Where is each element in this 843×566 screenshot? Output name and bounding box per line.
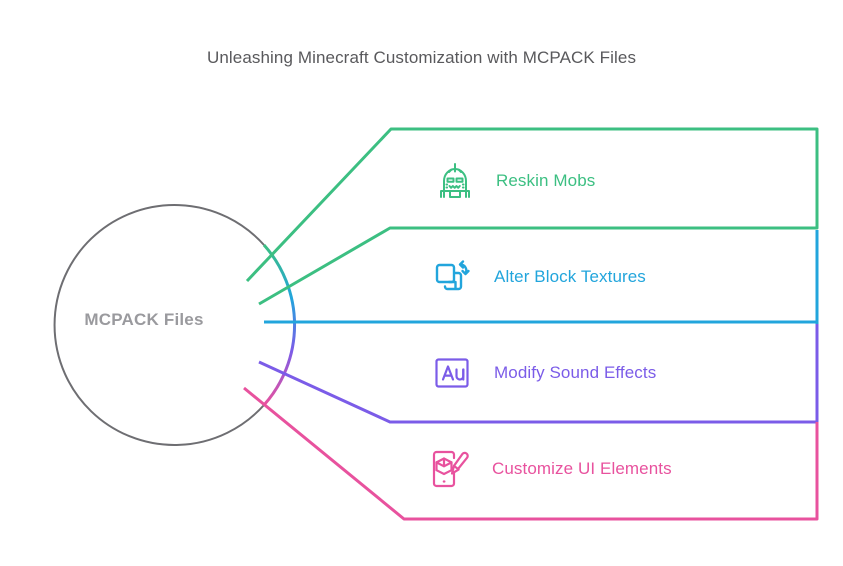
center-circle-outline — [53, 204, 265, 446]
branch-label-reskin-mobs: Reskin Mobs — [496, 171, 596, 190]
branch-label-customize-ui-elements: Customize UI Elements — [492, 459, 672, 478]
center-circle-accent-arc — [262, 244, 297, 406]
branch-connector-customize-ui-elements — [243, 386, 819, 521]
branch-label-modify-sound-effects: Modify Sound Effects — [494, 363, 657, 382]
branch-label-alter-block-textures: Alter Block Textures — [494, 267, 646, 286]
branch-connector-modify-sound-effects — [258, 324, 819, 424]
creature-head-icon — [432, 158, 478, 204]
branch-item-modify-sound-effects[interactable]: Modify Sound Effects — [430, 344, 656, 402]
swap-squares-icon — [430, 254, 476, 300]
page-title: Unleashing Minecraft Customization with … — [206, 48, 637, 67]
branch-item-customize-ui-elements[interactable]: Customize UI Elements — [428, 440, 672, 498]
branch-connector-reskin-mobs — [245, 127, 819, 306]
center-node-label: MCPACK Files — [84, 310, 204, 329]
audio-au-icon — [430, 350, 476, 396]
branch-item-alter-block-textures[interactable]: Alter Block Textures — [430, 248, 646, 306]
phone-paintbrush-icon — [428, 446, 474, 492]
branch-item-reskin-mobs[interactable]: Reskin Mobs — [432, 152, 595, 210]
